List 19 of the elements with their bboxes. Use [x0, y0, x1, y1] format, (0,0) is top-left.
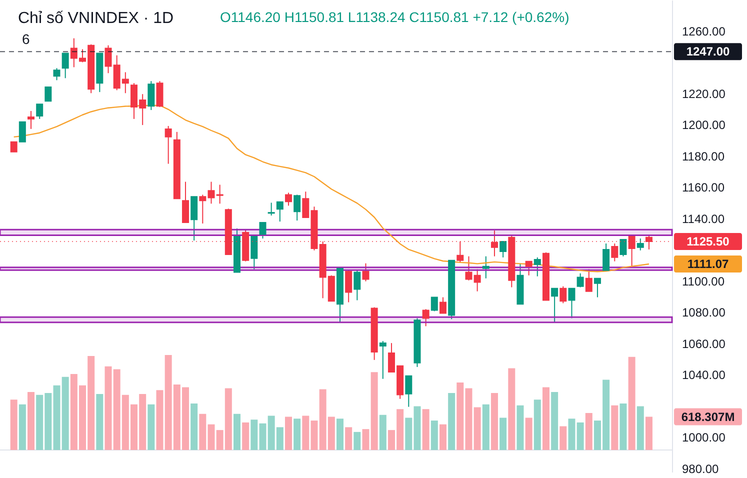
y-tick-label: 1260.00 — [682, 24, 726, 38]
y-tick-label: 1220.00 — [682, 86, 726, 101]
y-tick-label: 1140.00 — [682, 212, 725, 226]
annotation: 6 — [22, 31, 30, 47]
y-tick-label: 1100.00 — [682, 274, 725, 288]
ref-line-label: 1125.50 — [686, 234, 730, 248]
text: 1111.07 — [687, 257, 730, 272]
ref-line-label: 1247.00 — [686, 44, 730, 59]
y-tick-label: 1060.00 — [682, 336, 726, 351]
y-tick-label: 980.00 — [682, 462, 720, 476]
y-tick-label: 1160.00 — [682, 180, 725, 195]
y-tick-label: 1200.00 — [682, 118, 726, 132]
y-tick-label: 1080.00 — [682, 306, 726, 320]
text: Chỉ số VNINDEX · 1D — [18, 10, 174, 27]
y-tick-label: 1000.00 — [682, 430, 726, 445]
text: O1146.20 H1150.81 L1138.24 C1150.81 +7.12 (+0.62%) — [220, 9, 570, 25]
y-tick-label: 1180.00 — [682, 149, 725, 164]
text: 618.307M — [681, 410, 735, 424]
y-tick-label: 1040.00 — [682, 368, 726, 382]
